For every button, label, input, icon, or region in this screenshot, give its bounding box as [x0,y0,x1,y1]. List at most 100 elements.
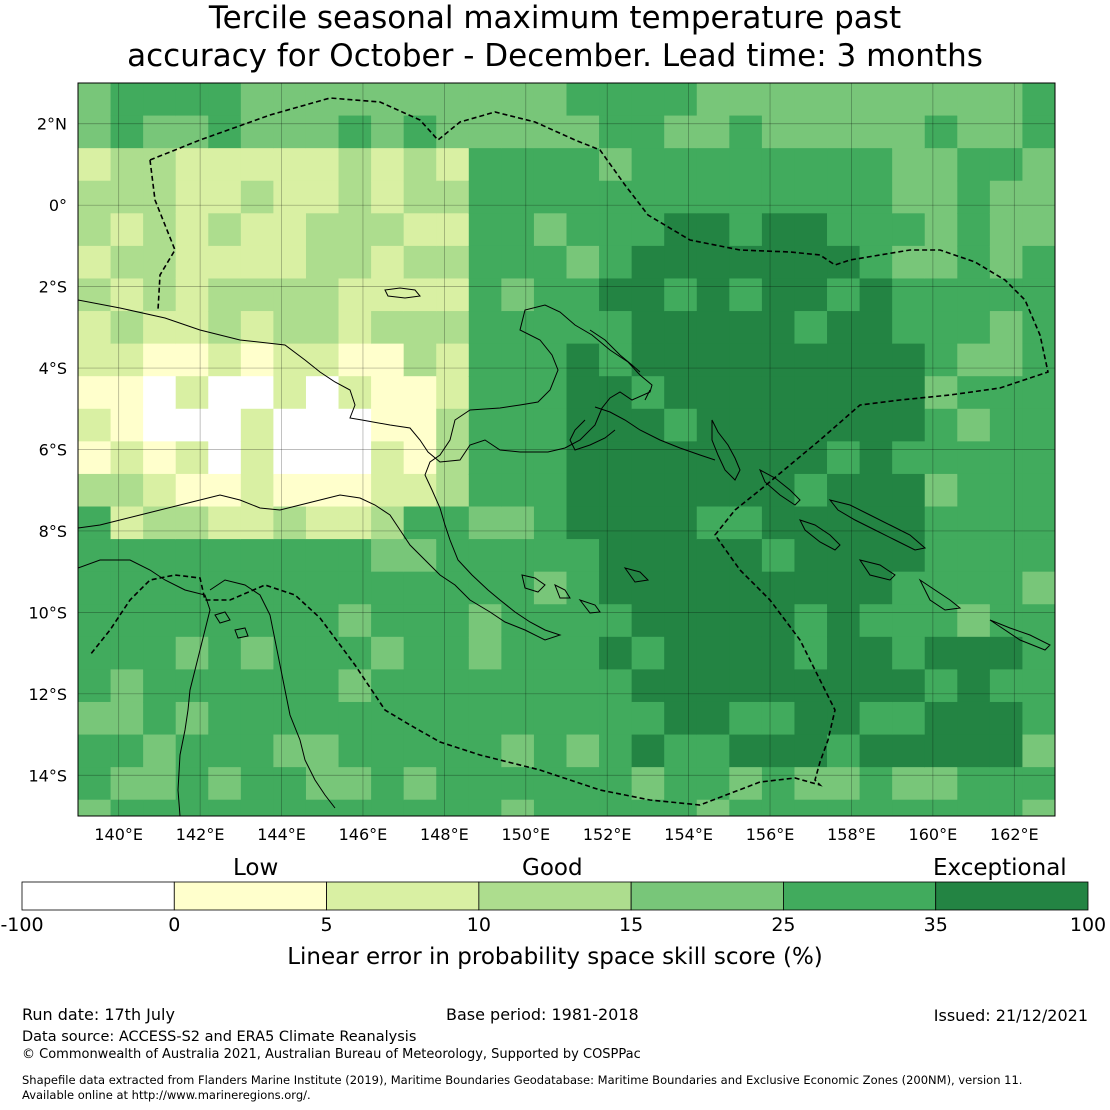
grid-cell [1022,799,1055,816]
grid-cell [371,213,405,247]
grid-cell [533,115,568,149]
grid-cell [468,408,502,442]
grid-cell [957,539,991,573]
grid-cell [924,213,958,247]
grid-cell [338,213,372,247]
grid-cell [338,245,372,280]
grid-cell [827,539,861,573]
grid-cell [110,376,144,410]
grid-cell [468,278,502,312]
grid-cell [208,180,242,214]
grid-cell [794,115,828,149]
grid-cell [827,408,861,442]
grid-cell [305,376,340,410]
grid-cell [989,571,1024,605]
grid-cell [696,539,730,573]
grid-cell [566,669,600,703]
grid-cell [664,115,698,149]
grid-cell [305,180,340,214]
grid-cell [305,408,340,442]
grid-cell [664,213,698,247]
grid-cell [436,571,470,605]
grid-cell [175,180,209,214]
grid-cell [924,701,958,736]
grid-cell [599,571,633,605]
grid-cell [892,278,926,312]
grid-cell [794,311,828,345]
colorbar-segment [935,881,1089,911]
lon-tick-label: 144°E [257,825,306,844]
grid-cell [794,701,828,736]
grid-cell [240,604,274,638]
grid-cell [240,148,274,182]
grid-cell [110,278,144,312]
grid-cell [892,83,926,117]
grid-cell [175,604,209,638]
grid-cell [599,245,633,280]
grid-cell [208,701,242,736]
grid-cell [827,571,861,605]
grid-cell [859,343,893,377]
grid-cell [566,343,600,377]
grid-cell [827,734,861,768]
grid-cell [696,376,730,410]
grid-cell [631,506,665,540]
grid-cell [143,604,177,638]
grid-cell [957,506,991,540]
grid-cell [924,506,958,540]
grid-cell [305,213,340,247]
grid-cell [892,473,926,508]
graticule [78,83,1055,816]
grid-cell [859,669,893,703]
grid-cell [664,343,698,377]
grid-cell [859,311,893,345]
grid-cell [533,213,568,247]
grid-cell [664,148,698,182]
grid-cell [338,571,372,605]
grid-cell [631,734,665,768]
grid-cell [599,473,633,508]
grid-cell [761,278,796,312]
grid-cell [468,734,502,768]
grid-cell [729,799,763,816]
grid-cell [175,278,209,312]
grid-cell [957,180,991,214]
grid-cell [859,506,893,540]
lon-tick-label: 160°E [909,825,958,844]
grid-cell [924,115,958,149]
grid-cell [273,376,307,410]
grid-cell [631,311,665,345]
grid-cell [664,441,698,475]
grid-cell [827,441,861,475]
grid-cell [468,213,502,247]
grid-cell [957,213,991,247]
grid-cell [208,441,242,475]
grid-cell [143,473,177,508]
grid-cell [78,278,112,312]
grid-cell [143,441,177,475]
grid-cell [566,571,600,605]
grid-cell [859,799,893,816]
colorbar-tick-label: 100 [1069,914,1107,936]
grid-cell [696,278,730,312]
grid-cell [957,799,991,816]
grid-cell [305,571,340,605]
grid-cell [501,799,535,816]
grid-cell [827,604,861,638]
grid-cell [305,311,340,345]
colorbar-segment [478,881,632,911]
grid-cell [208,506,242,540]
solomon-islands-coast [759,468,1051,651]
grid-cell [533,539,568,573]
grid-cell [273,604,307,638]
grid-cell [175,799,209,816]
grid-cell [240,571,274,605]
grid-cell [436,115,470,149]
grid-cell [501,180,535,214]
bougainville-coast [711,419,741,481]
grid-cell [729,539,763,573]
grid-cell [1022,278,1055,312]
grid-cell [305,245,340,280]
grid-cell [403,213,437,247]
grid-cell [468,669,502,703]
